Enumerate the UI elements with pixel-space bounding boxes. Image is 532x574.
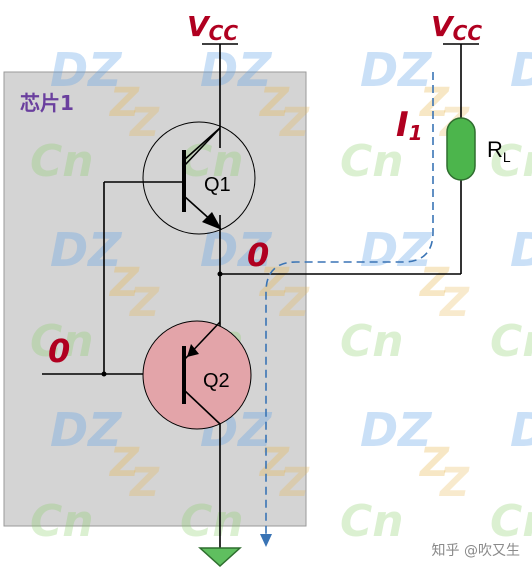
watermark-text: Z bbox=[418, 440, 450, 486]
wires bbox=[42, 44, 462, 548]
watermark-text: Z bbox=[128, 280, 160, 326]
watermark-text: Z bbox=[258, 80, 290, 126]
current-arrowhead bbox=[260, 534, 272, 547]
watermark-text: Cn bbox=[340, 136, 404, 187]
watermark-text: DZ bbox=[200, 223, 273, 277]
watermark-text: Cn bbox=[180, 136, 244, 187]
watermark-text: DZ bbox=[510, 223, 532, 277]
watermark-text: Z bbox=[108, 260, 140, 306]
watermark-text: Z bbox=[278, 280, 310, 326]
watermark-text: Cn bbox=[340, 496, 404, 547]
watermark-text: DZ bbox=[360, 403, 433, 457]
watermark-text: DZ bbox=[360, 43, 433, 97]
current-path bbox=[265, 72, 434, 536]
watermark-text: Z bbox=[128, 460, 160, 506]
input-logic-value: 0 bbox=[48, 332, 70, 370]
load-resistor: RL bbox=[446, 117, 511, 181]
chip-label: 芯片1 bbox=[20, 91, 74, 115]
current-label: I1 bbox=[396, 105, 423, 145]
q1-circle bbox=[142, 121, 256, 235]
watermark-text: DZ bbox=[360, 223, 433, 277]
q2-circle bbox=[142, 320, 252, 430]
credit-text: 知乎 @吹又生 bbox=[431, 543, 520, 559]
q1-label: Q1 bbox=[204, 174, 231, 196]
watermark-text: Z bbox=[278, 460, 310, 506]
watermark-text: Z bbox=[108, 440, 140, 486]
watermark-text: Cn bbox=[30, 316, 94, 367]
watermark-text: Cn bbox=[30, 496, 94, 547]
resistor-label: RL bbox=[487, 137, 511, 165]
watermark-text: Cn bbox=[490, 136, 532, 187]
resistor-body bbox=[446, 117, 476, 181]
watermark-text: Cn bbox=[180, 496, 244, 547]
watermark-text: Z bbox=[108, 80, 140, 126]
watermark-text: Z bbox=[438, 460, 470, 506]
vcc-left-label: VCC bbox=[187, 10, 238, 45]
watermark-layer: DZZZCnDZZZCnDZZZCnDZZZCnDZZZCnDZZZCnDZZZ… bbox=[30, 43, 532, 547]
watermark-text: Cn bbox=[490, 316, 532, 367]
watermark-text: DZ bbox=[510, 403, 532, 457]
watermark-text: DZ bbox=[200, 43, 273, 97]
chip-body bbox=[3, 71, 307, 527]
watermark-text: Cn bbox=[490, 496, 532, 547]
watermark-text: Z bbox=[258, 440, 290, 486]
watermark-text: DZ bbox=[510, 43, 532, 97]
watermark-text: DZ bbox=[50, 43, 123, 97]
watermark-text: DZ bbox=[50, 403, 123, 457]
vcc-right-label: VCC bbox=[431, 10, 482, 45]
watermark-text: Z bbox=[418, 80, 450, 126]
watermark-text: Z bbox=[278, 100, 310, 146]
q2-collector-lead bbox=[183, 389, 221, 425]
junction-output bbox=[217, 271, 223, 277]
q2-emitter-arrow bbox=[187, 344, 199, 357]
watermark-text: Z bbox=[418, 260, 450, 306]
watermark-text: Cn bbox=[340, 316, 404, 367]
watermark-text: DZ bbox=[50, 223, 123, 277]
ground-symbol bbox=[198, 547, 242, 568]
q1-transistor: Q1 bbox=[142, 121, 256, 235]
watermark-text: Z bbox=[438, 280, 470, 326]
junction-input bbox=[101, 371, 107, 377]
output-logic-value: 0 bbox=[247, 236, 269, 274]
watermark-text: Z bbox=[258, 260, 290, 306]
q2-label: Q2 bbox=[203, 370, 230, 392]
watermark-text: Cn bbox=[30, 136, 94, 187]
q2-transistor: Q2 bbox=[142, 320, 252, 430]
q1-collector-lead bbox=[183, 127, 221, 167]
watermark-text: Z bbox=[128, 100, 160, 146]
q1-emitter-arrow bbox=[202, 212, 222, 230]
